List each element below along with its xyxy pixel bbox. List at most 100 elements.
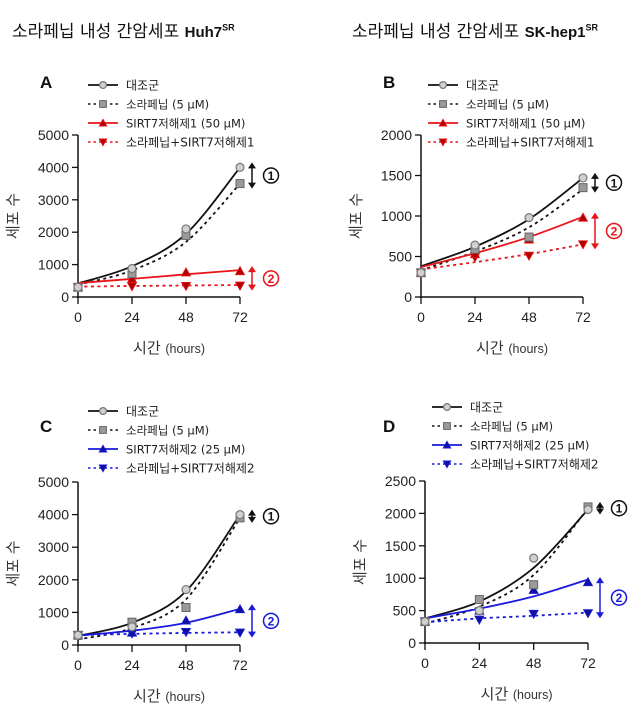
arrow-head-up	[248, 604, 256, 611]
fit-curve-circle	[424, 508, 589, 620]
data-point-square	[474, 595, 484, 605]
data-point-circle	[127, 263, 137, 274]
y-tick-label: 2500	[385, 473, 416, 489]
x-tick-label: 24	[467, 309, 483, 325]
data-point-triangle-down	[474, 615, 485, 625]
data-point-circle	[235, 509, 245, 520]
panel-letter: C	[40, 417, 52, 436]
legend-label: 소라페닙 (5 μM)	[126, 424, 209, 438]
data-point-circle	[73, 630, 83, 640]
comparison-arrow-2: 2	[248, 604, 280, 638]
legend-marker-square	[99, 100, 107, 108]
data-point-triangle-up	[180, 267, 192, 277]
legend-label: SIRT7저해제1 (50 μM)	[466, 117, 585, 131]
annotation-circle	[605, 222, 623, 240]
legend-label: SIRT7저해제2 (25 μM)	[126, 443, 245, 457]
y-tick-label: 4000	[38, 159, 69, 175]
legend-label: 소라페닙+SIRT7저해제2	[126, 462, 255, 476]
panel-letter: B	[383, 73, 395, 92]
annotation-label: 2	[268, 614, 275, 628]
legend-item: SIRT7저해제2 (25 μM)	[88, 443, 245, 457]
data-point-circle	[529, 553, 539, 563]
y-tick-label: 0	[61, 637, 69, 653]
legend-label: 소라페닙+SIRT7저해제1	[126, 136, 255, 150]
legend-item: 소라페닙+SIRT7저해제1	[88, 136, 255, 150]
data-point-triangle-up	[126, 627, 138, 637]
legend-label: 대조군	[470, 401, 503, 415]
y-tick-label: 2000	[38, 572, 69, 588]
fit-curve-triangle-down	[77, 284, 241, 288]
x-tick-label: 24	[472, 655, 488, 671]
data-point-circle	[181, 584, 191, 595]
x-axis-label: 시간 (hours)	[133, 339, 205, 357]
y-tick-label: 1000	[38, 604, 69, 620]
legend-label: 대조군	[466, 79, 499, 93]
legend-marker-circle	[443, 403, 452, 412]
data-point-triangle-down	[234, 281, 246, 291]
annotation-label: 2	[611, 224, 618, 238]
fit-curve-circle	[420, 177, 584, 268]
legend-label: SIRT7저해제2 (25 μM)	[470, 439, 589, 453]
fit-curve-triangle-down	[424, 611, 589, 624]
legend-label: 소라페닙+SIRT7저해제2	[470, 458, 599, 472]
data-point-circle	[127, 622, 137, 632]
data-point-circle	[420, 617, 430, 627]
legend-marker-circle	[439, 80, 448, 89]
annotation-label: 2	[268, 272, 275, 286]
arrow-head-up	[248, 266, 256, 273]
x-tick-label: 48	[521, 309, 537, 325]
arrow-head-up	[591, 212, 599, 219]
x-axis-label: 시간 (hours)	[476, 339, 548, 357]
y-tick-label: 3000	[38, 192, 69, 208]
fit-curve-circle	[77, 166, 241, 285]
comparison-arrow-1: 1	[248, 162, 280, 189]
x-axis-label-unit: (hours)	[508, 342, 548, 356]
legend-item: 소라페닙 (5 μM)	[432, 420, 553, 434]
arrow-head-up	[248, 509, 256, 516]
annotation-circle	[610, 499, 628, 517]
data-point-circle	[578, 173, 588, 183]
title-prefix: 소라페닙 내성 간암세포	[12, 22, 185, 42]
legend-marker-triangle-down	[442, 460, 452, 469]
comparison-arrow-2: 2	[248, 266, 280, 291]
data-point-circle	[524, 213, 534, 223]
annotation-label: 1	[611, 176, 618, 190]
legend-item: 대조군	[88, 405, 159, 419]
x-tick-label: 48	[178, 657, 194, 673]
arrow-head-up	[596, 577, 604, 584]
arrow-head-down	[596, 612, 604, 619]
data-point-triangle-down	[528, 609, 539, 620]
legend-marker-triangle-up	[98, 444, 108, 453]
legend-marker-square	[443, 422, 451, 430]
x-axis-label-unit: (hours)	[165, 690, 205, 704]
data-point-circle	[73, 282, 83, 292]
title-cell-line: SK-hep1	[524, 24, 586, 41]
y-tick-label: 2000	[381, 127, 412, 143]
legend-marker-square	[439, 100, 447, 108]
y-tick-label: 3000	[38, 539, 69, 555]
legend-item: 소라페닙 (5 μM)	[88, 98, 209, 112]
comparison-arrow-1: 1	[591, 172, 623, 193]
legend-item: 대조군	[88, 79, 159, 93]
arrow-head-down	[596, 508, 604, 515]
title-cell-line: Huh7	[184, 24, 223, 41]
data-point-circle	[583, 504, 593, 515]
y-tick-label: 500	[389, 249, 413, 265]
title-prefix: 소라페닙 내성 간암세포	[352, 22, 525, 42]
title-superscript: SR	[585, 22, 598, 33]
y-tick-label: 1500	[381, 168, 412, 184]
y-tick-label: 5000	[38, 127, 69, 143]
data-point-triangle-up	[180, 615, 192, 625]
annotation-circle	[262, 270, 280, 287]
data-point-triangle-down	[523, 251, 535, 262]
y-tick-label: 0	[408, 635, 416, 651]
legend-item: 소라페닙+SIRT7저해제2	[432, 458, 599, 472]
legend-item: 소라페닙 (5 μM)	[428, 98, 549, 112]
data-point-triangle-down	[180, 627, 192, 638]
x-axis-label-kr: 시간	[133, 687, 165, 705]
y-axis-label: 세포 수	[347, 193, 365, 239]
x-tick-label: 24	[124, 309, 140, 325]
legend-item: 소라페닙 (5 μM)	[88, 424, 209, 438]
